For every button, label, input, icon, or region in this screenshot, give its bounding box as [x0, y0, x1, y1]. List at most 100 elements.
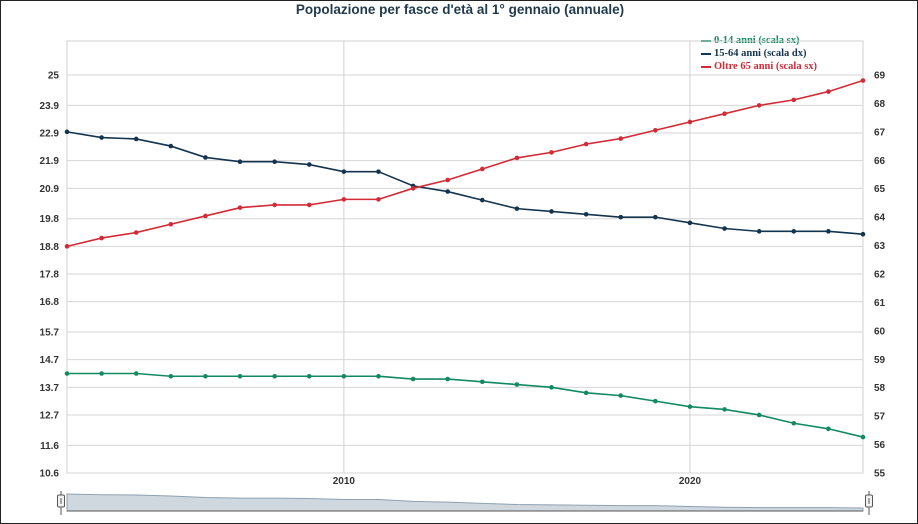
point-15-64-anni-scala-dx-2014[interactable] — [480, 197, 485, 203]
point-0-14-anni-scala-sx-2007[interactable] — [237, 373, 243, 379]
y-left-tick-23-9: 23.9 — [40, 101, 60, 112]
y-left-tick-11-6: 11.6 — [40, 441, 59, 452]
point-15-64-anni-scala-dx-2007[interactable] — [237, 159, 243, 165]
point-oltre-65-anni-scala-sx-2014[interactable] — [480, 166, 485, 172]
point-0-14-anni-scala-sx-2012[interactable] — [410, 376, 416, 382]
y-right-tick-69: 69 — [874, 71, 886, 82]
range-navigator[interactable] — [57, 491, 873, 515]
point-0-14-anni-scala-sx-2008[interactable] — [272, 373, 277, 379]
point-0-14-anni-scala-sx-2014[interactable] — [480, 379, 485, 385]
y-left-tick-20-9: 20.9 — [40, 184, 60, 195]
y-right-tick-65: 65 — [874, 184, 886, 195]
y-right-tick-55: 55 — [874, 469, 886, 480]
point-15-64-anni-scala-dx-2023[interactable] — [791, 229, 797, 234]
y-right-tick-61: 61 — [874, 298, 886, 309]
point-oltre-65-anni-scala-sx-2013[interactable] — [445, 177, 450, 183]
series-lines — [64, 78, 866, 440]
point-15-64-anni-scala-dx-2015[interactable] — [514, 206, 520, 211]
point-oltre-65-anni-scala-sx-2003[interactable] — [99, 235, 104, 241]
y-left-tick-17-8: 17.8 — [40, 270, 60, 281]
point-15-64-anni-scala-dx-2025[interactable] — [860, 231, 866, 237]
point-oltre-65-anni-scala-sx-2010[interactable] — [341, 197, 347, 202]
point-0-14-anni-scala-sx-2002[interactable] — [64, 371, 70, 376]
point-oltre-65-anni-scala-sx-2024[interactable] — [826, 89, 831, 94]
legend-entry-over-65[interactable]: Oltre 65 anni (scala sx) — [701, 61, 817, 72]
point-oltre-65-anni-scala-sx-2017[interactable] — [583, 141, 589, 147]
point-0-14-anni-scala-sx-2013[interactable] — [445, 376, 450, 382]
point-0-14-anni-scala-sx-2011[interactable] — [376, 373, 381, 379]
y-left-tick-14-7: 14.7 — [40, 355, 60, 366]
point-oltre-65-anni-scala-sx-2015[interactable] — [514, 155, 520, 161]
point-15-64-anni-scala-dx-2005[interactable] — [168, 143, 174, 149]
chart-title: Popolazione per fasce d'età al 1° gennai… — [295, 2, 625, 17]
y-left-tick-12-7: 12.7 — [40, 410, 60, 421]
point-0-14-anni-scala-sx-2022[interactable] — [756, 412, 762, 418]
point-0-14-anni-scala-sx-2017[interactable] — [583, 390, 589, 396]
y-right-tick-57: 57 — [874, 412, 886, 423]
legend-label-over-65: Oltre 65 anni (scala sx) — [714, 61, 818, 72]
point-0-14-anni-scala-sx-2024[interactable] — [826, 426, 831, 432]
point-15-64-anni-scala-dx-2018[interactable] — [618, 214, 624, 220]
point-0-14-anni-scala-sx-2021[interactable] — [722, 407, 727, 412]
y-left-tick-21-9: 21.9 — [40, 156, 60, 167]
point-0-14-anni-scala-sx-2010[interactable] — [341, 373, 347, 379]
y-right-tick-63: 63 — [874, 241, 886, 252]
point-oltre-65-anni-scala-sx-2019[interactable] — [653, 127, 658, 133]
point-oltre-65-anni-scala-sx-2002[interactable] — [64, 244, 70, 249]
point-15-64-anni-scala-dx-2019[interactable] — [653, 214, 658, 220]
point-oltre-65-anni-scala-sx-2022[interactable] — [756, 103, 762, 108]
point-15-64-anni-scala-dx-2003[interactable] — [99, 135, 104, 140]
grid-lines — [66, 40, 864, 474]
point-15-64-anni-scala-dx-2024[interactable] — [826, 229, 831, 234]
point-15-64-anni-scala-dx-2008[interactable] — [272, 159, 277, 165]
point-15-64-anni-scala-dx-2011[interactable] — [376, 169, 381, 174]
point-15-64-anni-scala-dx-2010[interactable] — [341, 169, 347, 174]
point-oltre-65-anni-scala-sx-2020[interactable] — [687, 119, 693, 125]
point-oltre-65-anni-scala-sx-2009[interactable] — [306, 202, 312, 208]
point-15-64-anni-scala-dx-2016[interactable] — [549, 209, 554, 214]
axis-labels: 25 23.9 22.9 21.9 20.9 19.8 18.8 17.8 16.8 15.7 14… — [40, 71, 886, 488]
point-0-14-anni-scala-sx-2004[interactable] — [133, 371, 139, 376]
y-right-tick-62: 62 — [874, 270, 886, 281]
point-15-64-anni-scala-dx-2002[interactable] — [64, 129, 70, 135]
y-left-tick-15-7: 15.7 — [40, 328, 60, 339]
point-0-14-anni-scala-sx-2009[interactable] — [306, 373, 312, 379]
y-left-tick-25: 25 — [48, 71, 60, 82]
point-oltre-65-anni-scala-sx-2007[interactable] — [237, 205, 243, 210]
point-15-64-anni-scala-dx-2020[interactable] — [687, 220, 693, 226]
point-0-14-anni-scala-sx-2015[interactable] — [514, 382, 520, 387]
point-15-64-anni-scala-dx-2021[interactable] — [722, 226, 727, 231]
point-15-64-anni-scala-dx-2009[interactable] — [306, 162, 312, 167]
point-oltre-65-anni-scala-sx-2011[interactable] — [376, 197, 381, 202]
y-left-tick-22-9: 22.9 — [40, 129, 60, 140]
point-oltre-65-anni-scala-sx-2005[interactable] — [168, 221, 174, 227]
point-15-64-anni-scala-dx-2006[interactable] — [203, 155, 208, 160]
point-oltre-65-anni-scala-sx-2012[interactable] — [410, 186, 416, 191]
point-oltre-65-anni-scala-sx-2016[interactable] — [549, 150, 554, 155]
point-oltre-65-anni-scala-sx-2025[interactable] — [860, 78, 866, 83]
point-oltre-65-anni-scala-sx-2004[interactable] — [133, 230, 139, 235]
point-15-64-anni-scala-dx-2022[interactable] — [756, 229, 762, 234]
point-0-14-anni-scala-sx-2023[interactable] — [791, 420, 797, 426]
point-15-64-anni-scala-dx-2013[interactable] — [445, 189, 450, 194]
point-0-14-anni-scala-sx-2003[interactable] — [99, 371, 104, 376]
point-0-14-anni-scala-sx-2018[interactable] — [618, 393, 624, 398]
point-15-64-anni-scala-dx-2017[interactable] — [583, 212, 589, 217]
point-0-14-anni-scala-sx-2005[interactable] — [168, 373, 174, 379]
point-oltre-65-anni-scala-sx-2023[interactable] — [791, 97, 797, 103]
point-0-14-anni-scala-sx-2019[interactable] — [653, 398, 658, 404]
point-oltre-65-anni-scala-sx-2018[interactable] — [618, 136, 624, 141]
point-0-14-anni-scala-sx-2020[interactable] — [687, 404, 693, 409]
point-oltre-65-anni-scala-sx-2006[interactable] — [203, 213, 208, 219]
point-15-64-anni-scala-dx-2004[interactable] — [133, 136, 139, 142]
point-0-14-anni-scala-sx-2016[interactable] — [549, 385, 554, 390]
point-0-14-anni-scala-sx-2006[interactable] — [203, 373, 208, 379]
point-oltre-65-anni-scala-sx-2021[interactable] — [722, 111, 727, 116]
x-tick-2020: 2020 — [679, 476, 702, 487]
y-right-tick-59: 59 — [874, 355, 886, 366]
point-oltre-65-anni-scala-sx-2008[interactable] — [272, 202, 277, 208]
point-0-14-anni-scala-sx-2025[interactable] — [860, 434, 866, 440]
legend-entry-15-64[interactable]: 15-64 anni (scala dx) — [701, 48, 806, 59]
navigator-series-area — [66, 493, 864, 512]
